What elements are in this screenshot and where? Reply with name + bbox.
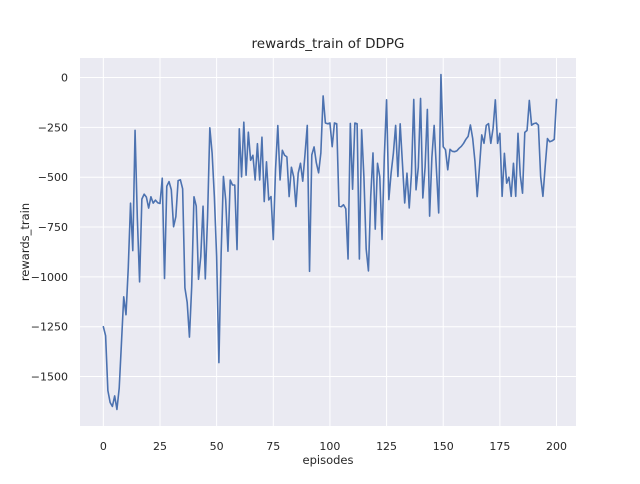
y-tick-label: −250: [38, 121, 68, 134]
y-axis-label: rewards_train: [18, 203, 32, 281]
x-axis-label: episodes: [303, 453, 354, 467]
x-tick-label: 75: [266, 440, 280, 453]
y-tick-label: −1000: [31, 271, 68, 284]
x-tick-label: 25: [153, 440, 167, 453]
x-tick-label: 175: [489, 440, 510, 453]
y-tick-labels: 0 −250 −500 −750 −1000 −1250 −1500: [31, 72, 68, 384]
rewards-train-line: [102, 73, 558, 411]
y-tick-label: 0: [61, 72, 68, 85]
x-tick-label: 0: [100, 440, 107, 453]
y-tick-label: −1250: [31, 321, 68, 334]
x-tick-label: 200: [546, 440, 567, 453]
plot-area: [80, 58, 576, 426]
x-tick-label: 50: [210, 440, 224, 453]
x-tick-label: 150: [433, 440, 454, 453]
x-tick-label: 100: [319, 440, 340, 453]
chart-title: rewards_train of DDPG: [252, 36, 405, 52]
y-tick-label: −500: [38, 171, 68, 184]
y-tick-label: −1500: [31, 371, 68, 384]
y-tick-label: −750: [38, 221, 68, 234]
x-tick-label: 125: [376, 440, 397, 453]
x-tick-labels: 0 25 50 75 100 125 150 175 200: [100, 440, 567, 453]
